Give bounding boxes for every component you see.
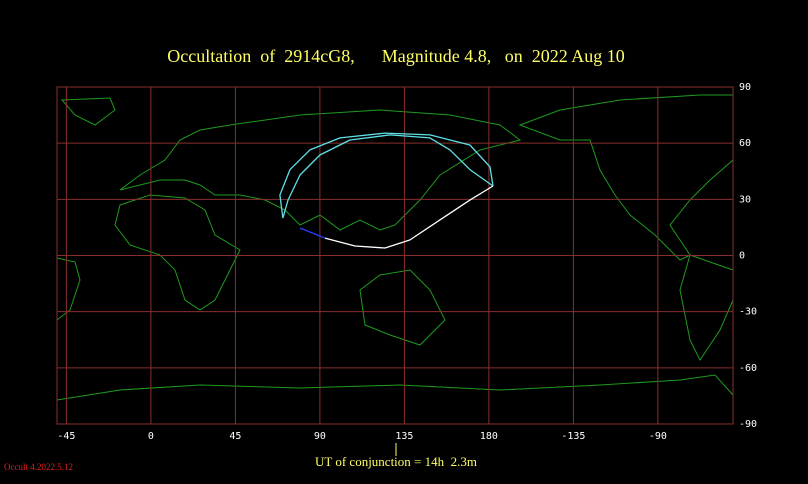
y-tick-label: -30 [739, 307, 757, 318]
x-tick-label: 135 [395, 431, 413, 442]
map-title: Occultation of 2914cG8, Magnitude 4.8, o… [167, 46, 624, 66]
coast-australia [359, 269, 446, 346]
coast-south-america-east [56, 257, 81, 321]
x-tick-label: -135 [561, 431, 585, 442]
track-curve [279, 132, 494, 219]
y-tick-label: -90 [739, 419, 757, 430]
conjunction-label: UT of conjunction = 14h 2.3m [315, 454, 477, 469]
y-tick-label: 30 [739, 194, 751, 205]
y-tick-label: 0 [739, 251, 745, 262]
x-tick-label: -90 [649, 431, 667, 442]
coast-north-america [518, 94, 734, 261]
track-curve [299, 227, 326, 239]
x-tick-label: -45 [57, 431, 75, 442]
y-tick-label: 90 [739, 82, 751, 93]
track-curve [282, 134, 494, 219]
coastlines [56, 94, 734, 401]
y-tick-label: -60 [739, 363, 757, 374]
coast-eurasia [119, 109, 522, 231]
x-tick-label: 180 [480, 431, 498, 442]
x-tick-label: 90 [314, 431, 326, 442]
coast-antarctica [56, 374, 734, 401]
version-label: Occult 4.2022.5.12 [4, 462, 73, 472]
x-tick-label: 45 [229, 431, 241, 442]
track-curve [324, 185, 494, 249]
coast-africa [114, 194, 241, 311]
coast-greenland [60, 97, 116, 126]
x-tick-label: 0 [148, 431, 154, 442]
y-tick-label: 60 [739, 138, 751, 149]
